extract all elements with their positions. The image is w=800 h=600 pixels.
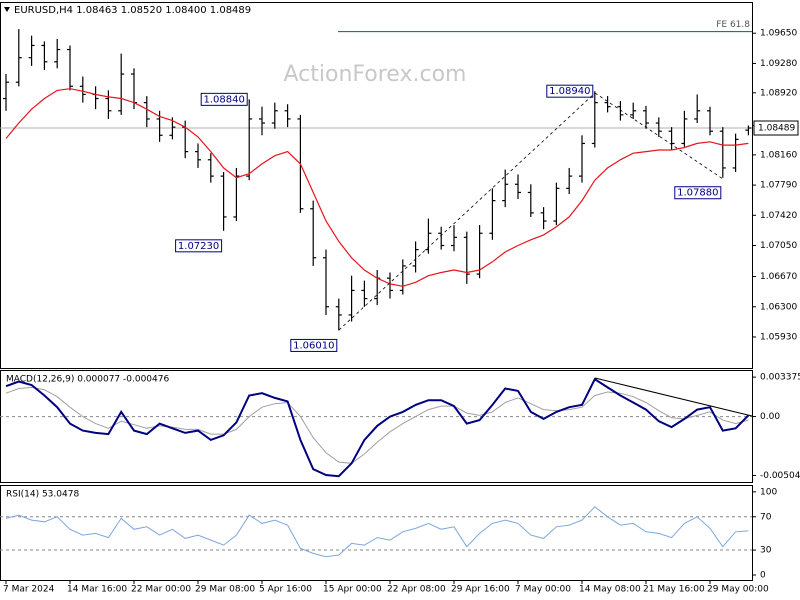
rsi-panel [0, 485, 753, 581]
y-tick-label: 100 [760, 487, 777, 497]
y-tick-label: 1.06670 [760, 272, 797, 282]
x-tick-label: 29 Apr 16:00 [451, 585, 510, 595]
annotation-box [546, 84, 594, 98]
y-tick-label: 0.00 [760, 412, 780, 422]
y-tick-label: 1.07050 [760, 241, 797, 251]
moving-average [5, 88, 749, 287]
chart-title: EURUSD,H4 1.08463 1.08520 1.08400 1.0848… [14, 5, 251, 16]
annotation-box [200, 92, 248, 106]
y-tick-label: 0.003375 [760, 373, 800, 383]
fe-level-label: FE 61.8 [716, 20, 750, 30]
annotation-box [674, 186, 722, 200]
plot-layer: ActionForex.com EURUSD,H4 1.08463 1.08520… [0, 5, 800, 595]
y-tick-label: 0 [760, 571, 766, 581]
x-tick-label: 29 May 00:00 [707, 585, 769, 595]
x-tick-label: 29 Mar 08:00 [195, 585, 255, 595]
y-tick-label: 1.06300 [760, 302, 797, 312]
last-price-box [753, 120, 799, 136]
y-tick-label: -0.00504 [760, 471, 800, 481]
y-tick-label: 1.09650 [760, 29, 797, 39]
menu-icon [4, 7, 10, 12]
annotation-label: 1.07880 [677, 188, 718, 199]
y-tick-label: 1.07790 [760, 181, 797, 191]
trend-line [338, 92, 596, 331]
x-tick-label: 14 Mar 16:00 [67, 585, 127, 595]
x-tick-label: 5 Apr 16:00 [259, 585, 312, 595]
panel-title: MACD(12,26,9) 0.000077 -0.000476 [6, 375, 169, 385]
annotation-box [175, 239, 223, 253]
trend-line [594, 92, 724, 180]
last-price-label: 1.08489 [758, 124, 795, 134]
annotation-label: 1.08840 [204, 94, 245, 105]
annotation-label: 1.08940 [549, 86, 590, 97]
macd-panel [0, 370, 753, 483]
y-tick-label: 30 [760, 546, 772, 556]
y-tick-label: 1.08160 [760, 150, 797, 160]
annotation-label: 1.07230 [178, 241, 219, 252]
y-tick-label: 1.05930 [760, 332, 797, 342]
macd-line [5, 377, 750, 478]
y-tick-label: 70 [760, 512, 772, 522]
watermark: ActionForex.com [284, 62, 467, 87]
panel-title: RSI(14) 53.0478 [6, 490, 79, 500]
annotation-label: 1.06010 [293, 340, 334, 351]
y-tick-label: 1.09280 [760, 59, 797, 69]
x-tick-label: 22 Mar 00:00 [131, 585, 191, 595]
x-tick-label: 7 May 00:00 [515, 585, 571, 595]
y-tick-label: 1.08920 [760, 88, 797, 98]
x-tick-label: 15 Apr 00:00 [323, 585, 382, 595]
x-tick-label: 22 Apr 08:00 [387, 585, 446, 595]
y-tick-label: 1.07420 [760, 211, 797, 221]
annotation-box [290, 338, 338, 352]
macd-trend-line [594, 377, 753, 417]
x-tick-label: 7 Mar 2024 [3, 585, 55, 595]
x-tick-label: 14 May 08:00 [579, 585, 641, 595]
x-tick-label: 21 May 16:00 [643, 585, 705, 595]
rsi-line [5, 506, 749, 558]
